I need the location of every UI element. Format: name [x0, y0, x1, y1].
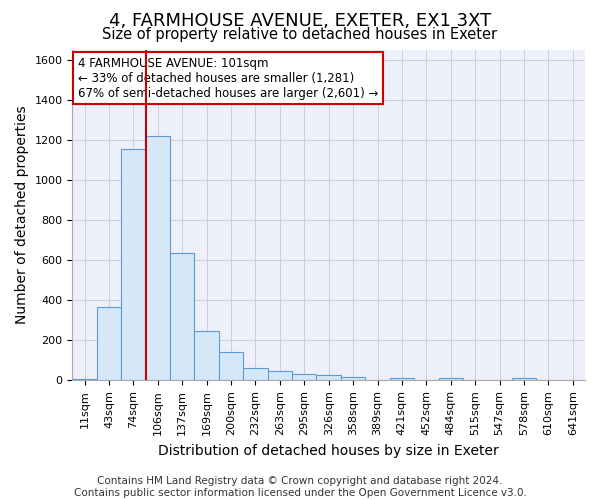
Bar — [316, 376, 341, 380]
Bar — [170, 253, 194, 380]
Y-axis label: Number of detached properties: Number of detached properties — [15, 106, 29, 324]
Bar — [341, 377, 365, 380]
Text: Size of property relative to detached houses in Exeter: Size of property relative to detached ho… — [103, 28, 497, 42]
Bar — [97, 307, 121, 380]
Bar — [146, 136, 170, 380]
Bar — [512, 378, 536, 380]
Text: 4, FARMHOUSE AVENUE, EXETER, EX1 3XT: 4, FARMHOUSE AVENUE, EXETER, EX1 3XT — [109, 12, 491, 30]
Bar — [194, 331, 219, 380]
Text: Contains HM Land Registry data © Crown copyright and database right 2024.
Contai: Contains HM Land Registry data © Crown c… — [74, 476, 526, 498]
Bar — [219, 352, 243, 380]
Bar — [292, 374, 316, 380]
X-axis label: Distribution of detached houses by size in Exeter: Distribution of detached houses by size … — [158, 444, 499, 458]
Bar — [73, 378, 97, 380]
Bar — [439, 378, 463, 380]
Text: 4 FARMHOUSE AVENUE: 101sqm
← 33% of detached houses are smaller (1,281)
67% of s: 4 FARMHOUSE AVENUE: 101sqm ← 33% of deta… — [77, 56, 378, 100]
Bar — [121, 149, 146, 380]
Bar — [243, 368, 268, 380]
Bar — [390, 378, 414, 380]
Bar — [268, 372, 292, 380]
